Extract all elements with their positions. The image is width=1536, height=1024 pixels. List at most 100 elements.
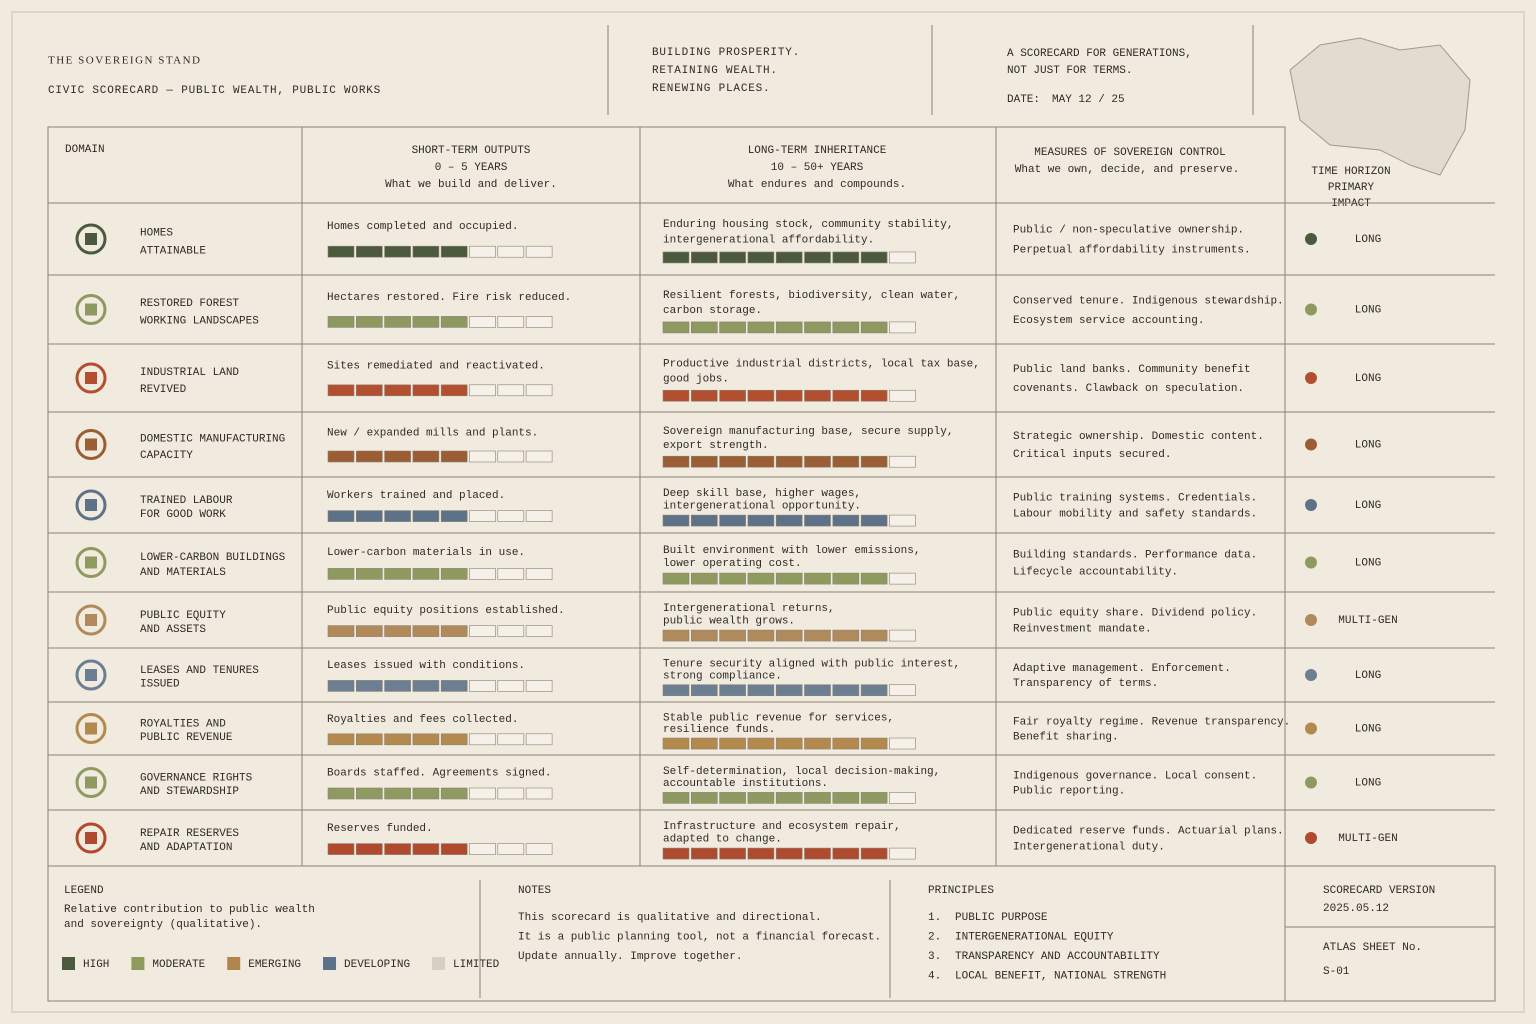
score-segment bbox=[355, 384, 383, 397]
score-segment bbox=[860, 792, 888, 804]
notes-line: It is a public planning tool, not a fina… bbox=[518, 931, 881, 943]
score-segment bbox=[690, 455, 718, 468]
score-segment bbox=[804, 321, 831, 334]
control-text: covenants. Clawback on speculation. bbox=[1013, 383, 1244, 395]
long-text: good jobs. bbox=[663, 374, 729, 386]
horizon: LONG bbox=[1355, 234, 1381, 246]
column-header: IMPACT bbox=[1331, 198, 1371, 210]
date: MAY 12 / 25 bbox=[1052, 94, 1125, 106]
footer-frame bbox=[47, 865, 1496, 1002]
score-segment bbox=[384, 568, 411, 580]
long-text: Sovereign manufacturing base, secure sup… bbox=[663, 426, 953, 438]
icon bbox=[85, 776, 97, 789]
score-segment bbox=[832, 737, 860, 750]
score-segment bbox=[662, 389, 690, 402]
score-segment bbox=[412, 843, 440, 855]
score-segment bbox=[804, 684, 831, 697]
score-segment bbox=[832, 684, 860, 697]
short-text: New / expanded mills and plants. bbox=[327, 428, 538, 440]
column-header: DOMAIN bbox=[65, 144, 105, 156]
column-header: LONG-TERM INHERITANCE bbox=[748, 145, 887, 157]
domain-label: AND STEWARDSHIP bbox=[140, 786, 239, 798]
score-segment bbox=[804, 389, 831, 402]
domain-label: FOR GOOD WORK bbox=[140, 509, 226, 521]
subtitle: CIVIC SCORECARD — PUBLIC WEALTH, PUBLIC … bbox=[48, 85, 381, 97]
short-text: Hectares restored. Fire risk reduced. bbox=[327, 292, 571, 304]
score-segment bbox=[662, 455, 690, 468]
domain-label: AND ADAPTATION bbox=[140, 842, 232, 854]
score-segment bbox=[747, 389, 775, 402]
icon bbox=[85, 438, 97, 451]
score-segment bbox=[440, 316, 468, 328]
score-segment bbox=[804, 847, 831, 860]
control-text: Adaptive management. Enforcement. bbox=[1013, 663, 1231, 675]
column-desc: What endures and compounds. bbox=[728, 179, 906, 191]
legend-title: LEGEND bbox=[64, 885, 104, 897]
horizon: LONG bbox=[1355, 439, 1381, 451]
empty-segment bbox=[497, 568, 525, 580]
domain-label: ATTAINABLE bbox=[140, 245, 206, 257]
short-text: Public equity positions established. bbox=[327, 605, 565, 617]
score-segment bbox=[662, 321, 690, 334]
tagline: BUILDING PROSPERITY. bbox=[652, 47, 800, 59]
score-segment bbox=[804, 572, 831, 585]
score-segment bbox=[440, 733, 468, 746]
empty-segment bbox=[889, 792, 916, 804]
horizon: LONG bbox=[1355, 304, 1381, 316]
score-segment bbox=[860, 514, 888, 527]
score-segment bbox=[775, 792, 803, 804]
empty-segment bbox=[469, 568, 496, 580]
long-text: Resilient forests, biodiversity, clean w… bbox=[663, 290, 960, 302]
control-text: Public training systems. Credentials. bbox=[1013, 493, 1257, 505]
domain-label: DOMESTIC MANUFACTURING bbox=[140, 434, 285, 446]
control-text: Public / non-speculative ownership. bbox=[1013, 225, 1244, 237]
empty-segment bbox=[525, 568, 553, 580]
score-segment bbox=[355, 680, 383, 692]
column-range: 10 – 50+ YEARS bbox=[771, 162, 864, 174]
control-text: Intergenerational duty. bbox=[1013, 841, 1165, 853]
score-segment bbox=[440, 510, 468, 522]
empty-segment bbox=[525, 450, 553, 463]
note: A SCORECARD FOR GENERATIONS, bbox=[1007, 48, 1192, 60]
tagline: RENEWING PLACES. bbox=[652, 83, 770, 95]
score-segment bbox=[355, 787, 383, 800]
notes-title: NOTES bbox=[518, 885, 551, 897]
empty-segment bbox=[889, 455, 916, 468]
score-segment bbox=[327, 450, 355, 463]
empty-segment bbox=[497, 384, 525, 397]
score-segment bbox=[775, 251, 803, 264]
title: THE SOVEREIGN STAND bbox=[48, 55, 202, 67]
score-segment bbox=[690, 321, 718, 334]
empty-segment bbox=[889, 847, 916, 860]
short-text: Boards staffed. Agreements signed. bbox=[327, 768, 551, 780]
score-segment bbox=[384, 245, 411, 258]
score-segment bbox=[384, 450, 411, 463]
score-segment bbox=[690, 684, 718, 697]
score-segment bbox=[775, 389, 803, 402]
long-text: public wealth grows. bbox=[663, 615, 795, 627]
horizon-dot bbox=[1305, 303, 1317, 316]
domain-label: REVIVED bbox=[140, 384, 187, 396]
control-text: Perpetual affordability instruments. bbox=[1013, 245, 1251, 257]
horizon: LONG bbox=[1355, 670, 1381, 682]
score-segment bbox=[355, 245, 383, 258]
score-segment bbox=[412, 384, 440, 397]
score-segment bbox=[327, 568, 355, 580]
score-segment bbox=[440, 787, 468, 800]
score-segment bbox=[804, 629, 831, 642]
score-segment bbox=[327, 625, 355, 637]
score-segment bbox=[690, 389, 718, 402]
icon bbox=[75, 767, 107, 798]
empty-segment bbox=[469, 733, 496, 746]
empty-segment bbox=[497, 733, 525, 746]
empty-segment bbox=[889, 389, 916, 402]
horizon-dot bbox=[1305, 556, 1317, 569]
notes-line: Update annually. Improve together. bbox=[518, 951, 742, 963]
icon bbox=[85, 556, 97, 569]
score-segment bbox=[384, 680, 411, 692]
score-segment bbox=[690, 572, 718, 585]
score-segment bbox=[860, 251, 888, 264]
legend-desc: and sovereignty (qualitative). bbox=[64, 919, 262, 931]
legend-label: EMERGING bbox=[248, 959, 301, 971]
